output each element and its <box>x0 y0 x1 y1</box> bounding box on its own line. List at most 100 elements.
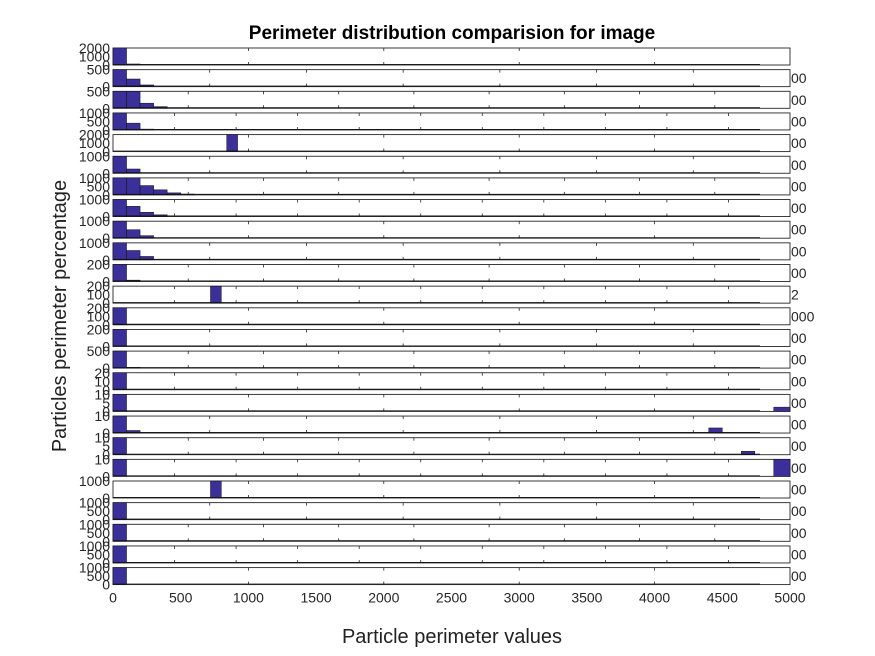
y-tick-label: 0 <box>102 230 110 246</box>
right-edge-label: 00 <box>791 352 807 368</box>
x-tick-label: 500 <box>169 590 193 606</box>
right-edge-label: 00 <box>791 503 807 519</box>
y-tick-label: 200 <box>87 257 111 273</box>
x-tick-label: 1000 <box>233 590 264 606</box>
histogram-bar <box>112 415 127 434</box>
histogram-bar <box>126 177 141 196</box>
y-tick-label: 1000 <box>79 516 110 532</box>
histogram-bar <box>112 220 127 239</box>
y-tick-label: 0 <box>102 165 110 181</box>
histogram-bar <box>210 285 222 304</box>
y-tick-label: 500 <box>87 343 111 359</box>
x-tick-label: 0 <box>109 590 117 606</box>
y-tick-label: 500 <box>87 568 111 584</box>
x-tick-label: 3500 <box>571 590 602 606</box>
histogram-bar <box>139 212 154 217</box>
y-tick-label: 100 <box>87 287 111 303</box>
y-tick-label: 0 <box>102 57 110 73</box>
panel-frame <box>112 480 791 499</box>
right-edge-label: 00 <box>791 546 807 562</box>
y-tick-label: 0 <box>102 512 110 528</box>
right-edge-label: 00 <box>791 135 807 151</box>
right-edge-label: 00 <box>791 417 807 433</box>
right-edge-label: 00 <box>791 395 807 411</box>
panel-frame <box>112 415 791 434</box>
panel-frame <box>112 264 791 282</box>
y-tick-label: 1000 <box>79 473 110 489</box>
histogram-bar <box>112 156 127 174</box>
y-tick-label: 10 <box>94 451 110 467</box>
y-tick-label: 0 <box>102 295 110 311</box>
x-tick-label: 4500 <box>707 590 738 606</box>
y-tick-label: 0 <box>102 187 110 203</box>
y-tick-label: 1000 <box>79 135 110 151</box>
right-edge-label: 00 <box>791 157 807 173</box>
y-tick-label: 0 <box>102 252 110 268</box>
right-edge-label: 00 <box>791 113 807 129</box>
histogram-bar <box>126 206 141 217</box>
x-tick-label: 4000 <box>639 590 670 606</box>
panel-frame <box>112 47 791 66</box>
panel-frame <box>112 502 791 521</box>
panel-frame <box>112 112 791 131</box>
right-edge-label: 00 <box>791 373 807 389</box>
x-tick-label: 3000 <box>504 590 535 606</box>
y-tick-label: 0 <box>102 79 110 95</box>
x-tick-label: 1500 <box>301 590 332 606</box>
y-tick-label: 0 <box>102 122 110 138</box>
histogram-bar <box>112 524 127 542</box>
x-tick-label: 2000 <box>368 590 399 606</box>
y-tick-label: 10 <box>94 386 110 402</box>
right-edge-label: 00 <box>791 438 807 454</box>
panel-frame <box>112 220 791 239</box>
right-edge-label: 00 <box>791 178 807 194</box>
y-tick-label: 0 <box>102 100 110 116</box>
y-tick-label: 0 <box>102 425 110 441</box>
histogram-bar <box>112 47 127 66</box>
histogram-bar <box>112 307 127 326</box>
histogram-bar <box>741 451 756 455</box>
y-tick-label: 200 <box>87 278 111 294</box>
histogram-bar <box>139 256 154 261</box>
right-edge-label: 00 <box>791 92 807 108</box>
y-tick-label: 5 <box>102 438 110 454</box>
y-tick-label: 1000 <box>79 105 110 121</box>
y-tick-label: 1000 <box>79 148 110 164</box>
panel-frame <box>112 134 791 153</box>
histogram-bar <box>153 189 168 196</box>
histogram-bar <box>112 437 127 455</box>
y-tick-label: 100 <box>87 308 111 324</box>
y-tick-label: 1000 <box>79 560 110 576</box>
histogram-bar <box>112 242 127 261</box>
y-tick-label: 500 <box>87 503 111 519</box>
panel-frame <box>112 177 791 196</box>
histogram-bar <box>112 112 127 131</box>
right-edge-label: 00 <box>791 70 807 86</box>
right-edge-label: 00 <box>791 265 807 281</box>
y-tick-label: 1000 <box>79 495 110 511</box>
histogram-bar <box>126 122 141 131</box>
y-tick-label: 0 <box>102 490 110 506</box>
histogram-bar <box>708 427 723 434</box>
panel-frame <box>112 458 791 477</box>
right-edge-label: 2 <box>791 287 799 303</box>
y-tick-label: 500 <box>87 178 111 194</box>
y-tick-label: 500 <box>87 525 111 541</box>
panel-frame <box>112 350 791 369</box>
panel-frame <box>112 199 791 218</box>
histogram-bar <box>126 168 141 174</box>
